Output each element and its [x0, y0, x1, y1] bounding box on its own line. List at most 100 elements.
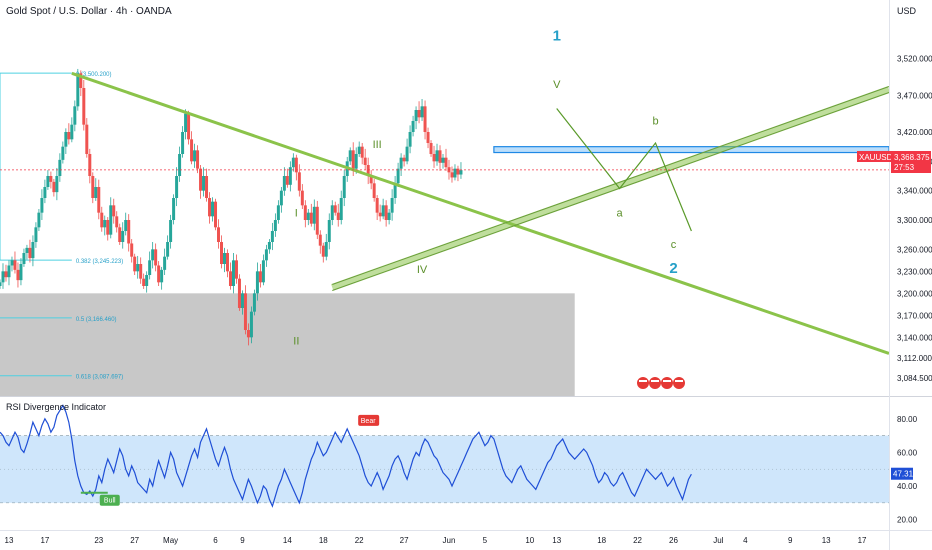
candle-body: [154, 249, 158, 266]
candle-body: [205, 176, 209, 198]
time-tick-label: 14: [283, 536, 292, 545]
price-tick-label: 3,200.000: [897, 289, 932, 298]
wave-label: b: [652, 116, 658, 128]
fib-level-label: 0 (3,500.200): [76, 72, 112, 78]
candle-body: [354, 154, 358, 169]
current-price-badge[interactable]: XAUUSD 3,368.375 27:53: [857, 151, 931, 173]
flag-stripe: [651, 380, 659, 382]
candle-body: [181, 132, 185, 154]
ascending-trendline-top: [332, 85, 890, 285]
candle-body: [175, 176, 179, 198]
time-tick-label: 17: [40, 536, 49, 545]
candle-body: [151, 249, 155, 261]
candle-body: [276, 205, 280, 220]
candle-body: [426, 132, 430, 143]
bear-label: Bear: [361, 418, 376, 425]
candle-body: [31, 242, 35, 259]
candle-body: [399, 157, 403, 169]
candle-body: [372, 183, 376, 198]
candle-body: [40, 198, 44, 213]
candle-body: [351, 150, 355, 169]
candle-body: [297, 172, 301, 191]
candle-body: [264, 249, 268, 261]
candle-body: [103, 220, 107, 228]
candle-body: [85, 124, 89, 154]
time-tick-label: 18: [319, 536, 328, 545]
time-tick-label: 17: [858, 536, 867, 545]
candle-body: [456, 168, 460, 175]
time-axis[interactable]: 13 17 23 27 May 6 9 14 18 22 27 Jun 5 10 13 18 22 26 Jul 4 9…: [5, 536, 868, 545]
candle-body: [55, 176, 59, 193]
bull-badge[interactable]: [99, 494, 120, 506]
ascending-trendline-bottom: [332, 91, 890, 291]
time-tick-label: Jun: [443, 536, 456, 545]
price-tick-label: 3,340.000: [897, 187, 932, 196]
symbol-label: XAUUSD: [859, 153, 893, 162]
candle-body: [246, 330, 250, 338]
us-flag-icon[interactable]: [649, 377, 661, 389]
candle-body: [7, 265, 11, 278]
candle-body: [243, 293, 247, 330]
candle-body: [187, 113, 191, 140]
currency-label[interactable]: USD: [897, 6, 917, 16]
candle-body: [178, 154, 182, 176]
candle-body: [172, 198, 176, 220]
candle-body: [211, 201, 215, 217]
candle-body: [163, 256, 167, 270]
candle-body: [459, 170, 463, 175]
candle-body: [13, 260, 17, 270]
rsi-axis[interactable]: 80.00 60.00 40.00 20.00 47.31: [891, 415, 918, 525]
rsi-current-badge: [891, 467, 913, 480]
candle-body: [106, 220, 110, 235]
candle-body: [217, 227, 221, 242]
wave-label: c: [671, 239, 677, 251]
candle-body: [130, 243, 134, 257]
fib-level-label: 0.618 (3,087.697): [76, 375, 123, 381]
candle-body: [390, 198, 394, 213]
candle-body: [366, 165, 370, 176]
candle-body: [348, 150, 352, 162]
candle-body: [417, 110, 421, 118]
candle-body: [196, 150, 200, 169]
candle-body: [52, 181, 56, 193]
candle-body: [202, 176, 206, 191]
price-tick-label: 3,230.000: [897, 267, 932, 276]
candle-body: [279, 190, 283, 206]
projection-path: [556, 108, 692, 232]
demand-zone-rect: [0, 293, 575, 396]
fib-level-label: 0.382 (3,245.223): [76, 259, 123, 265]
candle-body: [193, 150, 197, 162]
wave-projection: [556, 108, 692, 232]
candle-body: [225, 253, 229, 272]
candle-body: [444, 157, 448, 168]
candle-body: [160, 269, 164, 283]
flag-stripe: [675, 380, 683, 382]
candle-body: [435, 150, 439, 162]
candle-body: [339, 198, 343, 220]
bear-badge[interactable]: [358, 414, 380, 426]
time-tick-label: 6: [213, 536, 218, 545]
candle-body: [336, 212, 340, 220]
price-axis[interactable]: 3,520.0003,470.0003,420.0003,380.0003,34…: [897, 55, 932, 383]
candle-body: [363, 157, 367, 165]
symbol-badge-bg: [857, 151, 891, 162]
price-tick-label: 3,260.000: [897, 245, 932, 254]
time-tick-label: 5: [483, 536, 488, 545]
resistance-rect: [493, 146, 890, 154]
candle-body: [22, 253, 26, 264]
wave-label: III: [373, 139, 382, 151]
descending-trendline: [71, 71, 890, 355]
candle-body: [318, 234, 322, 246]
candle-body: [148, 260, 152, 275]
candle-body: [402, 157, 406, 162]
candle-body: [441, 157, 445, 163]
economic-events[interactable]: [637, 377, 685, 389]
candle-body: [270, 231, 274, 242]
us-flag-icon[interactable]: [661, 377, 673, 389]
us-flag-icon[interactable]: [637, 377, 649, 389]
us-flag-icon[interactable]: [673, 377, 685, 389]
cycle-label: 1: [553, 27, 561, 44]
candle-body: [384, 205, 388, 220]
candle-body: [423, 106, 427, 132]
